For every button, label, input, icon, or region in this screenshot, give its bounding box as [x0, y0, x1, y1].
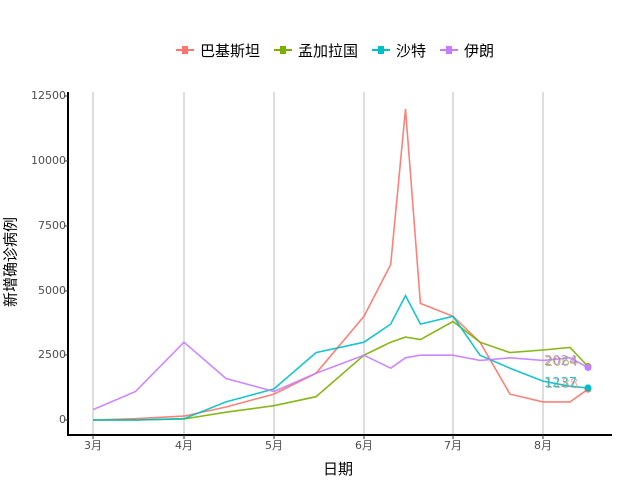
- legend-label: 巴基斯坦: [200, 41, 261, 60]
- legend-key-icon: [274, 43, 293, 57]
- legend-key-icon: [440, 43, 459, 57]
- y-axis-title: 新增确诊病例: [1, 216, 20, 308]
- y-tick-label: 7500: [38, 219, 66, 232]
- x-tick-label: 4月: [175, 439, 193, 452]
- end-label-saudi: 1237: [544, 376, 578, 391]
- legend-key-icon: [372, 43, 391, 57]
- x-tick-label: 6月: [355, 439, 373, 452]
- legend-label: 孟加拉国: [298, 41, 359, 60]
- x-tick-label: 7月: [444, 439, 462, 452]
- series-end-point: [584, 384, 592, 392]
- grid-lines: [92, 92, 544, 435]
- series-line: [93, 293, 589, 421]
- legend-item-pakistan[interactable]: 巴基斯坦: [176, 40, 260, 61]
- x-tick-label: 3月: [84, 439, 102, 452]
- end-label-pakistan: 1188: [545, 377, 579, 392]
- y-tick-label: 10000: [31, 154, 66, 167]
- y-tick-label: 0: [59, 413, 66, 426]
- series-line: [93, 320, 589, 421]
- y-tick-label: 2500: [38, 348, 66, 361]
- axis-ticks: [64, 95, 544, 439]
- legend-item-saudi[interactable]: 沙特: [372, 40, 426, 61]
- series-line: [92, 108, 589, 421]
- axes: [67, 92, 612, 436]
- end-label-bangladesh: 2064: [545, 355, 579, 370]
- legend-item-bangladesh[interactable]: 孟加拉国: [274, 40, 358, 61]
- y-tick-label: 5000: [38, 284, 66, 297]
- legend-label: 伊朗: [464, 41, 495, 60]
- x-tick-label: 5月: [265, 439, 283, 452]
- series-lines: [92, 108, 592, 421]
- end-label-iran: 2024: [544, 354, 578, 369]
- legend-label: 沙特: [396, 41, 427, 60]
- legend-key-icon: [176, 43, 194, 57]
- legend: 巴基斯坦 孟加拉国 沙特 伊朗: [176, 38, 508, 62]
- legend-item-iran[interactable]: 伊朗: [440, 40, 494, 61]
- x-axis-title: 日期: [322, 460, 354, 478]
- y-tick-label: 12500: [31, 89, 66, 102]
- series-line: [92, 341, 589, 411]
- series-end-point: [584, 364, 592, 372]
- x-tick-label: 8月: [534, 439, 552, 452]
